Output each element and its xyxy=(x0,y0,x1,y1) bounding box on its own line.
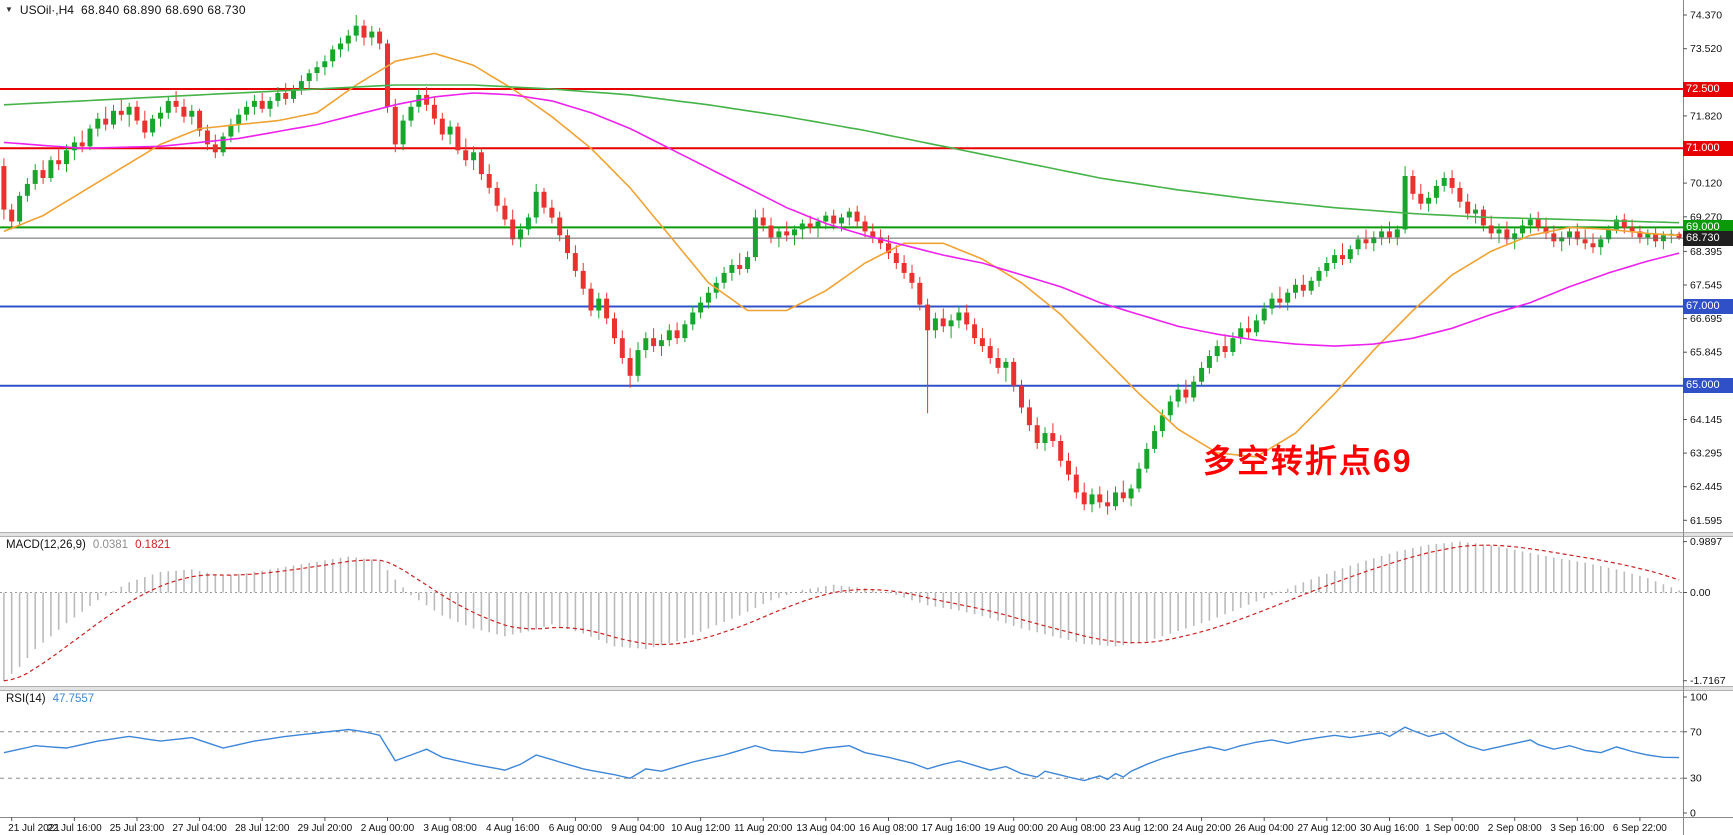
time-axis-label: 29 Jul 20:00 xyxy=(298,823,353,834)
time-axis-label: 4 Aug 16:00 xyxy=(486,823,540,834)
time-axis-label: 27 Aug 12:00 xyxy=(1297,823,1356,834)
symbol-period-label: USOil·,H4 xyxy=(19,3,74,17)
time-axis-label: 20 Aug 08:00 xyxy=(1047,823,1106,834)
ma-mid-line xyxy=(3,92,1680,347)
rsi-value: 47.7557 xyxy=(52,693,95,705)
time-axis-label: 1 Sep 00:00 xyxy=(1425,823,1479,834)
macd-histogram xyxy=(3,541,1680,681)
panel-separator[interactable] xyxy=(0,686,1733,691)
time-axis-label: 2 Sep 08:00 xyxy=(1488,823,1542,834)
rsi-indicator-label: RSI(14) 47.7557 xyxy=(6,693,94,705)
macd-scale-labels: 0.9897 0.00 -1.7167 xyxy=(1683,536,1726,687)
ohlc-values: 68.840 68.890 68.690 68.730 xyxy=(80,3,246,17)
price-scale-label: 67.545 xyxy=(1690,280,1722,292)
chart-title: ▼ USOil·,H4 68.840 68.890 68.690 68.730 xyxy=(5,3,246,17)
panel-separator[interactable] xyxy=(0,532,1733,537)
time-axis-label: 21 Jul 2021 xyxy=(8,823,60,834)
price-scale-label: 68.395 xyxy=(1690,246,1722,258)
time-axis-label: 13 Aug 04:00 xyxy=(796,823,855,834)
macd-main-value: 0.0381 xyxy=(92,539,129,551)
time-axis-label: 3 Sep 16:00 xyxy=(1550,823,1604,834)
time-axis-label: 28 Jul 12:00 xyxy=(235,823,290,834)
candle-bodies-down xyxy=(1,25,1682,507)
time-axis-label: 2 Aug 00:00 xyxy=(361,823,415,834)
price-scale-label: 74.370 xyxy=(1690,10,1722,22)
time-axis-label: 11 Aug 20:00 xyxy=(734,823,793,834)
price-scale-label: 64.145 xyxy=(1690,414,1722,426)
time-axis-label: 22 Jul 16:00 xyxy=(47,823,102,834)
time-axis-label: 6 Aug 00:00 xyxy=(549,823,603,834)
time-axis[interactable] xyxy=(0,817,1683,835)
price-scale-label: 63.295 xyxy=(1690,448,1722,460)
price-scale-label: 65.845 xyxy=(1690,347,1722,359)
macd-signal-value: 0.1821 xyxy=(135,539,171,551)
candle-bodies-up xyxy=(17,25,1674,507)
macd-signal-line xyxy=(3,544,1680,682)
time-axis-label: 27 Jul 04:00 xyxy=(172,823,227,834)
time-axis-label: 23 Aug 12:00 xyxy=(1110,823,1169,834)
time-axis-label: 24 Aug 20:00 xyxy=(1172,823,1231,834)
price-scale-label: 73.520 xyxy=(1690,43,1722,55)
price-scale-label: 61.595 xyxy=(1690,515,1722,527)
candle-wicks-down xyxy=(3,19,1680,515)
macd-indicator-label: MACD(12,26,9) 0.0381 0.1821 xyxy=(6,539,170,551)
macd-scale-label: 0.9897 xyxy=(1690,536,1722,548)
rsi-scale-labels: 100 70 30 0 xyxy=(1683,692,1708,820)
time-axis-label: 26 Aug 04:00 xyxy=(1235,823,1294,834)
macd-scale-label: 0.00 xyxy=(1690,587,1711,599)
price-scale[interactable] xyxy=(1683,0,1733,817)
ma-fast-line xyxy=(3,52,1680,458)
annotation-text[interactable]: 多空转折点69 xyxy=(1203,443,1413,479)
rsi-line xyxy=(3,726,1680,782)
rsi-scale-label: 30 xyxy=(1690,773,1702,785)
horizontal-lines[interactable] xyxy=(0,88,1683,387)
time-axis-label: 3 Aug 08:00 xyxy=(423,823,477,834)
macd-scale-label: -1.7167 xyxy=(1690,675,1726,687)
price-scale-label: 70.120 xyxy=(1690,178,1722,190)
chart-marker-icon: ▼ xyxy=(5,5,13,14)
time-axis-label: 10 Aug 12:00 xyxy=(671,823,730,834)
time-axis-label: 6 Sep 22:00 xyxy=(1613,823,1667,834)
ma-slow-line xyxy=(3,84,1680,224)
rsi-scale-label: 70 xyxy=(1690,726,1702,738)
time-axis-label: 19 Aug 00:00 xyxy=(984,823,1043,834)
price-scale-label: 62.445 xyxy=(1690,481,1722,493)
time-axis-label: 9 Aug 04:00 xyxy=(611,823,665,834)
rsi-scale-label: 100 xyxy=(1690,692,1708,704)
rsi-name: RSI(14) xyxy=(6,693,46,705)
time-axis-label: 17 Aug 16:00 xyxy=(922,823,981,834)
macd-name: MACD(12,26,9) xyxy=(6,539,86,551)
price-scale-label: 66.695 xyxy=(1690,313,1722,325)
time-axis-label: 25 Jul 23:00 xyxy=(110,823,165,834)
time-axis-label: 30 Aug 16:00 xyxy=(1360,823,1419,834)
price-scale-label: 71.820 xyxy=(1690,110,1722,122)
rsi-scale-label: 0 xyxy=(1690,808,1696,820)
time-axis-label: 16 Aug 08:00 xyxy=(859,823,918,834)
